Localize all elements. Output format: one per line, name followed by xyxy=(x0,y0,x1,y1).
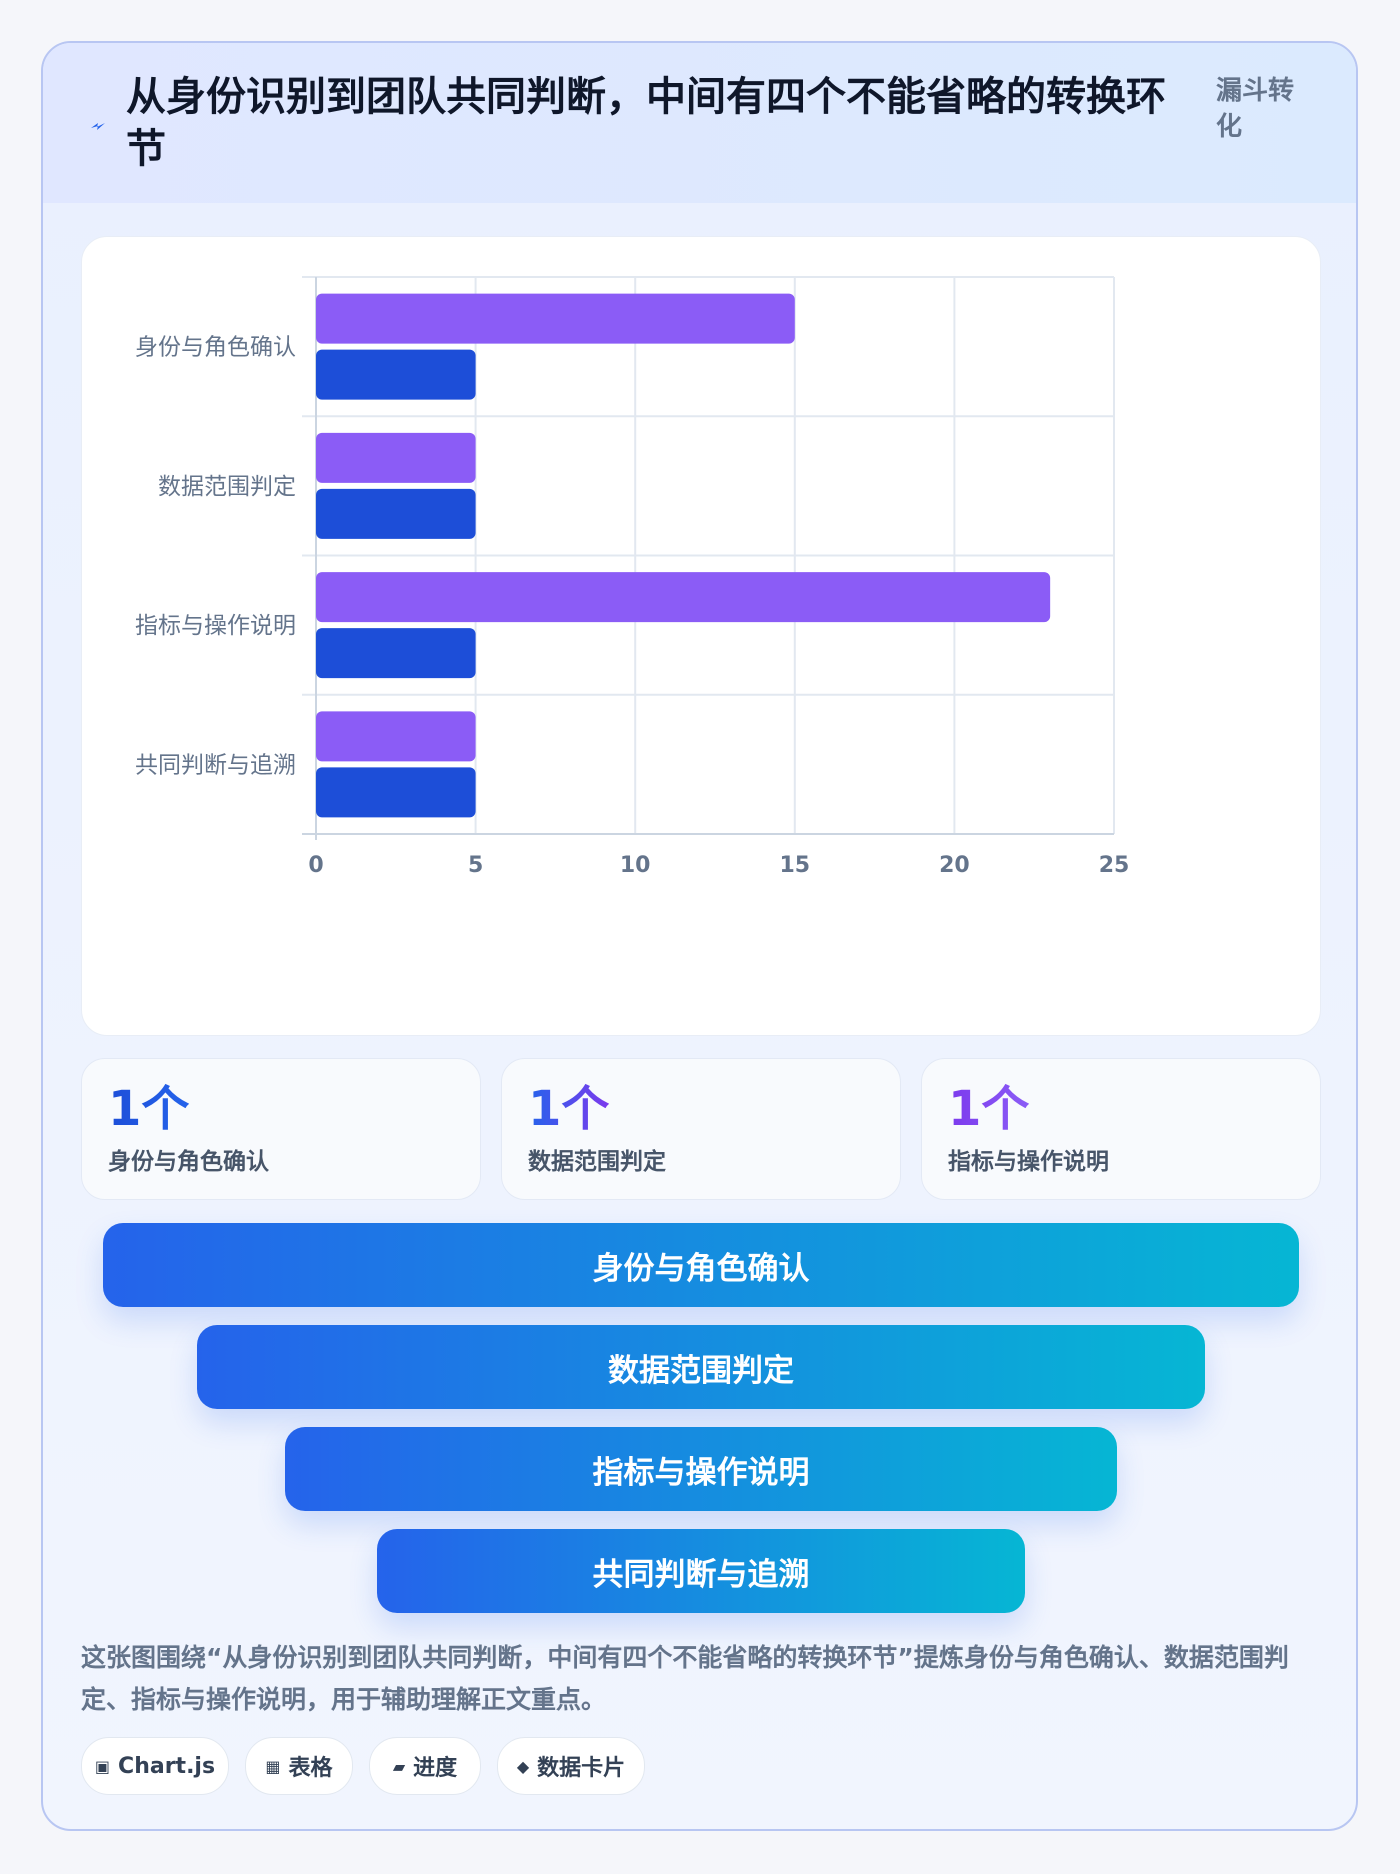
chip-label: 数据卡片 xyxy=(537,1756,626,1781)
chip-label: 进度 xyxy=(413,1756,458,1781)
x-tick-label: 10 xyxy=(620,853,651,878)
x-tick-label: 15 xyxy=(779,853,810,878)
chip-data-card: ◆ 数据卡片 xyxy=(497,1737,645,1795)
bar xyxy=(316,767,476,818)
stat-value: 1个 xyxy=(528,1081,610,1137)
bar xyxy=(316,349,476,400)
bar xyxy=(316,293,795,344)
stat-value: 1个 xyxy=(108,1081,190,1137)
x-tick-label: 25 xyxy=(1099,853,1130,878)
chip-label: 表格 xyxy=(288,1756,333,1781)
category-label: 数据范围判定 xyxy=(158,474,296,500)
bar xyxy=(316,628,476,679)
stat-label: 指标与操作说明 xyxy=(948,1149,1109,1175)
infographic-card: 从身份识别到团队共同判断，中间有四个不能省略的转换环节 漏斗转化 身份与角色确认… xyxy=(41,41,1358,1831)
funnel-stage: 数据范围判定 xyxy=(197,1325,1205,1409)
chart-panel: 身份与角色确认数据范围判定指标与操作说明 共同判断与追溯 0 5 10 15 20 25 xyxy=(81,236,1321,1036)
funnel: 身份与角色确认 数据范围判定 指标与操作说明 共同判断与追溯 xyxy=(43,1223,1356,1643)
chip-label: Chart.js xyxy=(118,1753,216,1779)
x-tick-label: 5 xyxy=(468,853,483,878)
diamond-icon: ◆ xyxy=(516,1756,530,1776)
funnel-stage: 指标与操作说明 xyxy=(285,1427,1117,1511)
chip-table: ▦ 表格 xyxy=(245,1737,353,1795)
stat-cards: 1个 身份与角色确认 1个 数据范围判定 1个 指标与操作说明 xyxy=(81,1058,1321,1200)
chip-chartjs: ▣ Chart.js xyxy=(81,1737,229,1795)
bar xyxy=(316,711,476,762)
lightning-icon xyxy=(91,123,105,130)
x-tick-label: 0 xyxy=(308,853,323,878)
funnel-stage: 身份与角色确认 xyxy=(103,1223,1299,1307)
funnel-stage: 共同判断与追溯 xyxy=(377,1529,1025,1613)
stat-card: 1个 指标与操作说明 xyxy=(921,1058,1321,1200)
category-label: 指标与操作说明 xyxy=(135,613,296,639)
x-tick-label: 20 xyxy=(939,853,970,878)
chart-icon: ▣ xyxy=(94,1756,111,1776)
description: 这张图围绕“从身份识别到团队共同判断，中间有四个不能省略的转换环节”提炼身份与角… xyxy=(81,1643,1289,1714)
stat-card: 1个 数据范围判定 xyxy=(501,1058,901,1200)
chart-title: 从身份识别到团队共同判断，中间有四个不能省略的转换环节 xyxy=(126,74,1166,172)
stat-label: 数据范围判定 xyxy=(528,1149,666,1175)
category-label: 身份与角色确认 xyxy=(135,335,296,361)
stat-label: 身份与角色确认 xyxy=(108,1149,269,1175)
tech-chips: ▣ Chart.js ▦ 表格 ▰ 进度 ◆ 数据卡片 xyxy=(81,1737,1321,1795)
bar xyxy=(316,432,476,483)
category-tag: 漏斗转化 xyxy=(1216,76,1295,142)
table-icon: ▦ xyxy=(265,1756,281,1776)
chip-progress: ▰ 进度 xyxy=(369,1737,481,1795)
progress-icon: ▰ xyxy=(392,1756,406,1776)
category-label: 共同判断与追溯 xyxy=(135,752,296,778)
stat-value: 1个 xyxy=(948,1081,1030,1137)
card-header: 从身份识别到团队共同判断，中间有四个不能省略的转换环节 漏斗转化 xyxy=(43,43,1356,203)
bar xyxy=(316,572,1051,623)
bar xyxy=(316,488,476,539)
stat-card: 1个 身份与角色确认 xyxy=(81,1058,481,1200)
